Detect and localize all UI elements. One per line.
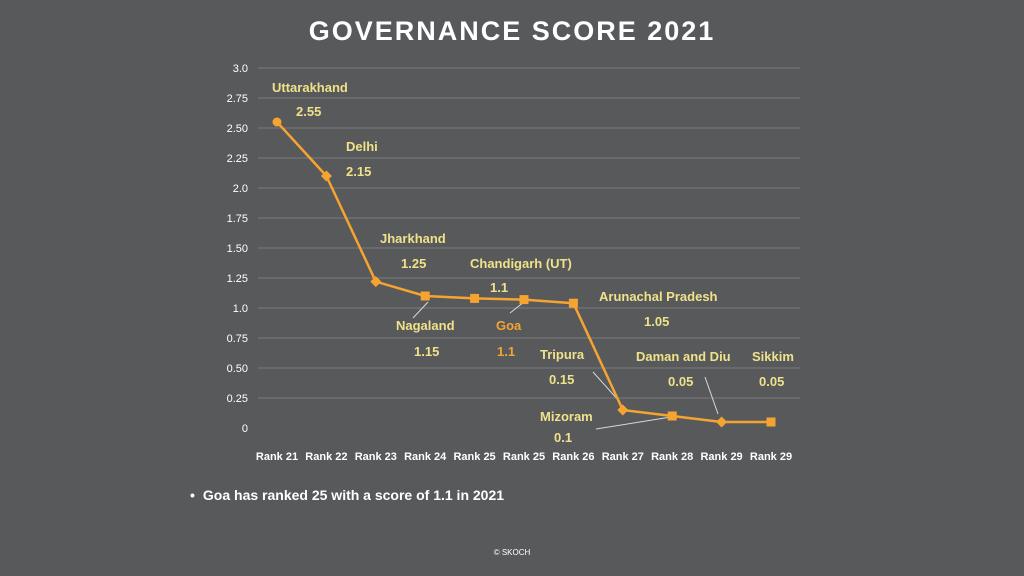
x-tick-label: Rank 29 (700, 451, 742, 463)
data-label-value: 0.1 (554, 430, 572, 445)
y-tick-label: 1.25 (227, 273, 248, 285)
data-point (519, 295, 529, 305)
bullet-marker: • (190, 487, 195, 503)
y-tick-label: 3.0 (233, 63, 248, 75)
data-label-value: 0.05 (668, 374, 693, 389)
x-tick-label: Rank 26 (552, 451, 594, 463)
data-label-value: 1.15 (414, 344, 439, 359)
chart-title: GOVERNANCE SCORE 2021 (308, 16, 716, 46)
y-tick-label: 2.75 (227, 93, 248, 105)
data-label-value: 1.1 (497, 344, 515, 359)
data-point (470, 293, 480, 303)
x-tick-label: Rank 23 (355, 451, 397, 463)
data-point (320, 170, 332, 182)
data-label-name: Uttarakhand (272, 80, 348, 95)
y-tick-label: 0 (242, 423, 248, 435)
leader-line (412, 301, 429, 319)
x-tick-label: Rank 29 (750, 451, 792, 463)
x-tick-label: Rank 27 (602, 451, 644, 463)
y-tick-label: 2.25 (227, 153, 248, 165)
leader-line (595, 416, 672, 430)
data-label-value: 1.05 (644, 314, 669, 329)
summary-text: Goa has ranked 25 with a score of 1.1 in… (202, 487, 505, 503)
x-tick-label: Rank 22 (305, 451, 347, 463)
x-tick-label: Rank 24 (404, 451, 447, 463)
data-label-name: Daman and Diu (636, 349, 731, 364)
data-point (272, 117, 282, 127)
data-label-value: 1.25 (401, 256, 426, 271)
x-tick-label: Rank 28 (651, 451, 693, 463)
y-tick-label: 1.75 (227, 213, 248, 225)
y-tick-label: 1.0 (233, 303, 248, 315)
leader-line (704, 376, 719, 415)
data-point (420, 291, 430, 301)
y-tick-label: 1.50 (227, 243, 248, 255)
x-tick-label: Rank 25 (503, 451, 545, 463)
data-label-name: Arunachal Pradesh (599, 289, 718, 304)
data-point (568, 298, 578, 308)
data-point (766, 417, 776, 427)
data-label-value: 0.05 (759, 374, 784, 389)
y-tick-label: 0.75 (227, 333, 248, 345)
data-label-name: Nagaland (396, 318, 455, 333)
data-label-name: Chandigarh (UT) (470, 256, 572, 271)
x-tick-label: Rank 21 (256, 451, 298, 463)
data-label-name: Tripura (540, 347, 585, 362)
data-label-value: 1.1 (490, 280, 508, 295)
data-label-name: Delhi (346, 139, 378, 154)
data-label-value: 2.15 (346, 164, 371, 179)
y-tick-label: 2.0 (233, 183, 248, 195)
y-tick-label: 2.50 (227, 123, 248, 135)
data-label-name: Jharkhand (380, 231, 446, 246)
data-label-name: Goa (496, 318, 522, 333)
copyright-notice: © SKOCH (493, 548, 531, 557)
data-point (617, 404, 629, 416)
data-label-value: 2.55 (296, 104, 321, 119)
summary-bullet: • Goa has ranked 25 with a score of 1.1 i… (190, 487, 504, 503)
y-tick-label: 0.50 (227, 363, 248, 375)
x-tick-label: Rank 25 (453, 451, 495, 463)
y-tick-label: 0.25 (227, 393, 248, 405)
data-label-value: 0.15 (549, 372, 574, 387)
data-label-name: Sikkim (752, 349, 794, 364)
data-label-name: Mizoram (540, 409, 593, 424)
data-point (370, 276, 382, 288)
data-point (716, 416, 728, 428)
data-point (667, 411, 677, 421)
